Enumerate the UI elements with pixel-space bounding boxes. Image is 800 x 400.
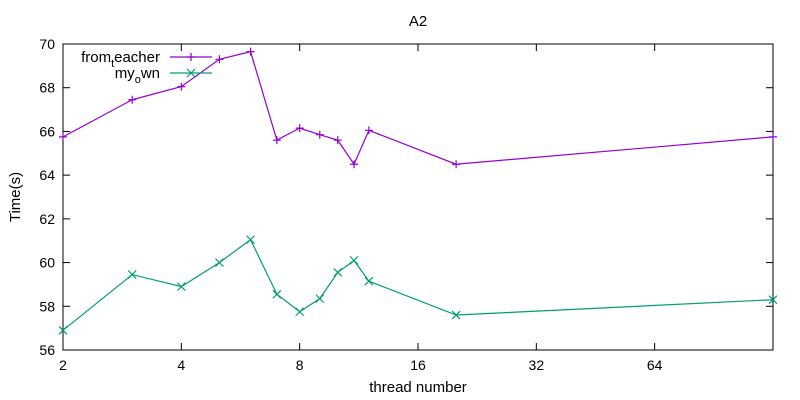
data-point <box>364 126 373 135</box>
series-1 <box>58 235 778 335</box>
y-tick-label: 68 <box>39 80 55 96</box>
series-line <box>62 238 774 331</box>
x-tick-label: 32 <box>529 357 545 373</box>
y-tick-label: 58 <box>39 298 55 314</box>
data-point <box>349 255 359 265</box>
legend-label: myown <box>115 65 160 86</box>
y-tick-label: 56 <box>39 342 55 358</box>
y-axis-label: Time(s) <box>7 172 24 222</box>
x-tick-label: 16 <box>410 357 426 373</box>
data-point <box>246 47 255 56</box>
x-axis-label: thread number <box>369 379 467 396</box>
data-point <box>769 132 777 141</box>
data-point <box>295 124 304 133</box>
data-point <box>315 130 324 139</box>
data-point <box>128 95 137 104</box>
data-point <box>451 310 461 320</box>
x-tick-label: 2 <box>59 357 67 373</box>
data-point <box>58 325 68 335</box>
data-point <box>246 235 255 245</box>
x-tick-label: 8 <box>296 357 304 373</box>
data-point <box>333 136 342 145</box>
data-point <box>272 289 282 299</box>
y-tick-label: 70 <box>39 36 55 52</box>
legend-marker <box>187 53 195 61</box>
y-tick-label: 60 <box>39 255 55 271</box>
data-point <box>177 82 186 91</box>
legend-label: fromteacher <box>81 49 160 70</box>
data-point <box>452 160 461 169</box>
data-point <box>59 132 67 141</box>
x-tick-label: 64 <box>647 357 663 373</box>
data-point <box>215 258 224 267</box>
data-point <box>272 136 281 145</box>
data-point <box>768 295 778 305</box>
axis-ticks: 56 58 60 62 64 66 68 70 2 4 8 16 32 64 <box>39 36 773 373</box>
x-tick-label: 4 <box>177 357 185 373</box>
series-line <box>62 50 774 166</box>
data-point <box>350 160 359 169</box>
y-tick-label: 62 <box>39 211 55 227</box>
data-point <box>215 55 224 64</box>
data-point <box>315 294 325 304</box>
data-point <box>333 267 343 277</box>
data-point <box>127 270 137 280</box>
data-point <box>364 276 374 286</box>
series-0 <box>59 47 777 169</box>
legend-marker <box>186 68 196 78</box>
series-layer <box>58 47 778 335</box>
chart-title: A2 <box>409 13 427 30</box>
data-point <box>176 282 186 292</box>
data-point <box>295 307 305 317</box>
y-tick-label: 66 <box>39 123 55 139</box>
y-tick-label: 64 <box>39 167 55 183</box>
